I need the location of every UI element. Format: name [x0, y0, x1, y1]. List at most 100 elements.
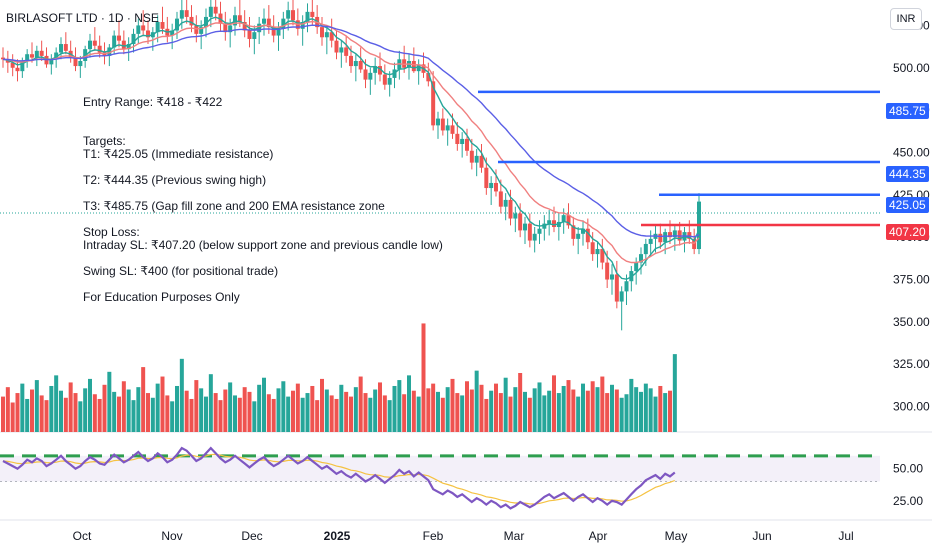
volume-bar [170, 401, 175, 432]
candle-body [619, 291, 624, 302]
volume-bar [445, 387, 450, 432]
volume-bar [392, 385, 397, 432]
price-tag-t2: 444.35 [886, 166, 929, 182]
entry-range-text: Entry Range: ₹418 - ₹422 [83, 95, 223, 109]
candle-body [199, 27, 204, 34]
time-tick-label: Feb [423, 529, 444, 543]
volume-bar [165, 395, 170, 432]
volume-bar [320, 378, 324, 432]
currency-button[interactable]: INR [890, 8, 922, 30]
candle-body [276, 28, 281, 36]
volume-bar [228, 382, 233, 432]
candle-body [402, 59, 407, 68]
volume-bar [411, 390, 416, 432]
candle-body [668, 232, 672, 238]
candle-body [25, 54, 30, 61]
volume-bar [252, 401, 257, 432]
volume-bar [146, 393, 150, 432]
candle-body [571, 225, 576, 239]
candle-body [320, 27, 324, 38]
volume-bar [334, 398, 339, 432]
rsi-pane [0, 446, 880, 510]
volume-bar [556, 393, 561, 432]
symbol-title[interactable]: BIRLASOFT LTD · 1D · NSE [6, 11, 159, 25]
volume-bar [286, 396, 291, 432]
volume-bar [450, 378, 455, 432]
candle-body [368, 72, 373, 80]
candle-body [672, 230, 677, 238]
volume-bar [88, 378, 92, 432]
volume-bar [614, 389, 619, 432]
candle-body [440, 118, 445, 131]
volume-bar [353, 387, 358, 432]
candle-body [237, 15, 242, 23]
volume-bar [271, 398, 276, 432]
volume-bar [653, 396, 658, 432]
price-tick-label: 375.00 [893, 273, 930, 287]
target-3-text: T3: ₹485.75 (Gap fill zone and 200 EMA r… [83, 199, 385, 213]
price-levels [478, 90, 880, 227]
candle-body [455, 133, 460, 144]
candle-body [54, 52, 59, 60]
candle-body [426, 72, 431, 82]
time-tick-label: Nov [161, 529, 182, 543]
candle-body [479, 155, 484, 168]
candle-body [532, 233, 537, 241]
volume-bar [634, 387, 639, 432]
candle-body [561, 215, 566, 222]
volume-bar [416, 396, 421, 432]
candle-body [373, 66, 378, 73]
volume-bar [237, 397, 242, 432]
intraday-sl-text: Intraday SL: ₹407.20 (below support zone… [83, 238, 443, 252]
rsi-tick-label: 25.00 [893, 494, 923, 508]
volume-bar [175, 385, 179, 432]
volume-bar [160, 376, 165, 432]
volume-bar [498, 393, 503, 432]
time-tick-label: 2025 [324, 529, 351, 543]
candle-body [291, 10, 295, 21]
volume-bar [397, 380, 402, 432]
targets-title: Targets: [83, 134, 126, 148]
candle-body [614, 274, 619, 302]
candle-body [179, 10, 184, 19]
volume-bar [358, 376, 363, 432]
candle-body [39, 50, 44, 56]
price-tick-label: 300.00 [893, 400, 930, 414]
candle-body [643, 243, 648, 255]
candle-body [20, 60, 25, 72]
volume-bar [121, 381, 126, 432]
candle-body [204, 16, 208, 28]
candle-body [542, 223, 547, 229]
candle-body [286, 10, 291, 19]
volume-bar [489, 390, 494, 432]
volume-bar [672, 354, 677, 432]
volume-bar [585, 390, 590, 432]
volume-bar [523, 391, 527, 432]
volume-bar [233, 395, 237, 432]
volume-bar [552, 375, 556, 432]
volume-bar [469, 389, 474, 432]
volume-bar [619, 397, 624, 432]
swing-sl-text: Swing SL: ₹400 (for positional trade) [83, 264, 279, 278]
candle-body [271, 27, 276, 36]
volume-bar [368, 397, 373, 432]
candle-body [121, 40, 126, 50]
candle-body [605, 262, 610, 280]
candle-body [324, 32, 329, 38]
price-tick-label: 450.00 [893, 145, 930, 159]
candle-body [266, 18, 271, 28]
candle-body [136, 25, 141, 34]
candle-body [489, 182, 494, 189]
volume-bar [63, 397, 68, 432]
candle-body [252, 32, 257, 39]
candle-body [552, 220, 556, 228]
candle-body [484, 167, 489, 189]
candle-body [160, 22, 165, 29]
price-tag-sl: 407.20 [886, 224, 929, 240]
candle-body [233, 15, 237, 26]
volume-bar [266, 394, 271, 432]
volume-bar [218, 400, 223, 432]
candle-body [247, 30, 252, 39]
trade-notes: Entry Range: ₹418 - ₹422 Targets: T1: ₹4… [83, 96, 443, 304]
